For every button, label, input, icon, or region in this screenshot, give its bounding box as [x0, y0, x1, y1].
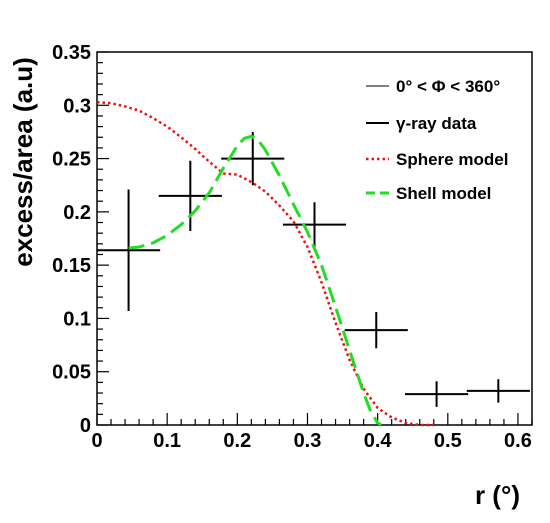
sphere-model-curve: [96, 100, 434, 427]
legend-label-angle-range: 0° < Φ < 360°: [396, 77, 500, 96]
x-tick-label: 0.3: [294, 430, 322, 452]
y-tick-label: 0.3: [63, 95, 91, 117]
legend-label-gamma-ray-data: γ-ray data: [396, 114, 477, 133]
x-tick-label: 0.1: [153, 430, 181, 452]
x-tick-label: 0.6: [504, 430, 532, 452]
data-point: [466, 379, 530, 403]
data-point: [158, 160, 222, 232]
data-point: [221, 131, 285, 186]
y-tick-label: 0: [80, 415, 91, 437]
y-tick-label: 0.05: [52, 362, 91, 384]
x-tick-label: 0.2: [223, 430, 251, 452]
y-tick-label: 0.35: [52, 42, 91, 64]
y-tick-label: 0.1: [63, 308, 91, 330]
legend-label-sphere-model: Sphere model: [396, 150, 508, 169]
legend-label-shell-model: Shell model: [396, 184, 491, 203]
x-tick-label: 0.5: [434, 430, 462, 452]
data-point: [344, 312, 408, 349]
plot-frame: [96, 51, 533, 426]
data-point: [97, 189, 161, 311]
y-tick-label: 0.15: [52, 255, 91, 277]
y-tick-label: 0.25: [52, 149, 91, 171]
x-tick-label: 0: [91, 430, 102, 452]
shell-model-curve: [128, 134, 382, 427]
x-tick-label: 0.4: [364, 430, 393, 452]
x-axis-title: r (°): [475, 480, 520, 510]
data-point: [282, 202, 347, 248]
data-point: [405, 381, 469, 407]
y-axis-title: excess/area (a.u): [8, 57, 38, 267]
y-tick-label: 0.2: [63, 202, 91, 224]
